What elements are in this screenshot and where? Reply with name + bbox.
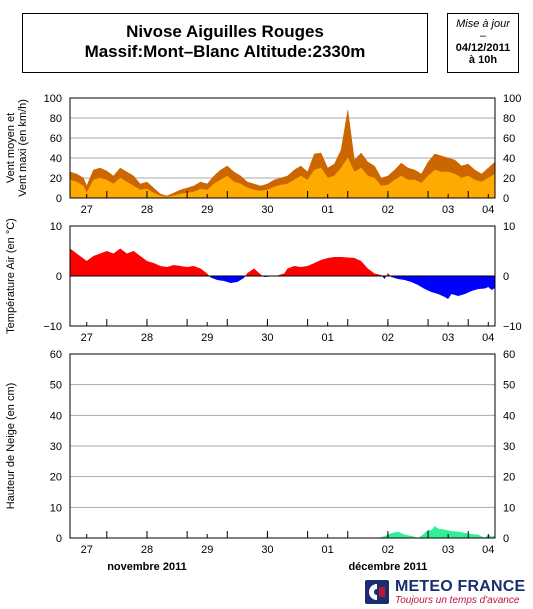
update-box: Mise à jour – 04/12/2011 à 10h [447, 13, 519, 73]
temperature-positive-area [70, 248, 495, 276]
wind-ytick-right: 0 [503, 193, 509, 205]
temperature-ylabel: Température Air (en °C) [5, 218, 17, 334]
wind-ytick-right: 40 [503, 153, 515, 165]
station-name: Nivose Aiguilles Rouges [126, 22, 324, 41]
temperature-day-label: 01 [322, 332, 334, 344]
wind-panel-frame [69, 97, 496, 199]
snow-day-label: 29 [201, 544, 213, 556]
month-label: novembre 2011 [107, 561, 187, 573]
brand-name: METEO FRANCE [395, 578, 526, 595]
temperature-day-label: 02 [382, 332, 394, 344]
wind-ytick-right: 100 [503, 93, 521, 105]
snow-ytick-left: 30 [50, 441, 62, 453]
wind-ytick-left: 60 [50, 133, 62, 145]
temperature-day-label: 03 [442, 332, 454, 344]
wind-ytick-right: 20 [503, 173, 515, 185]
wind-ytick-left: 20 [50, 173, 62, 185]
temperature-ytick-right: 0 [503, 271, 509, 283]
wind-day-label: 29 [201, 204, 213, 216]
wind-day-label: 04 [482, 204, 494, 216]
snow-ytick-right: 40 [503, 410, 515, 422]
wind-day-label: 27 [81, 204, 93, 216]
snow-depth-area [70, 525, 496, 539]
snow-ytick-right: 60 [503, 349, 515, 361]
wind-mean-area [69, 157, 496, 199]
temperature-panel-frame [69, 225, 496, 327]
snow-ytick-left: 40 [50, 410, 62, 422]
wind-ytick-right: 80 [503, 113, 515, 125]
meteo-france-emblem-icon [365, 580, 389, 604]
snow-day-label: 30 [261, 544, 273, 556]
snow-ytick-right: 10 [503, 502, 515, 514]
snow-ytick-right: 30 [503, 441, 515, 453]
temperature-day-label: 28 [141, 332, 153, 344]
month-label: décembre 2011 [348, 561, 427, 573]
snow-ytick-right: 50 [503, 380, 515, 392]
wind-ytick-left: 100 [44, 93, 62, 105]
temperature-day-label: 27 [81, 332, 93, 344]
wind-ytick-left: 0 [56, 193, 62, 205]
temperature-day-label: 29 [201, 332, 213, 344]
update-time: à 10h [468, 54, 498, 66]
snow-ytick-left: 20 [50, 472, 62, 484]
wind-day-label: 03 [442, 204, 454, 216]
snow-ytick-right: 0 [503, 533, 509, 545]
temperature-ytick-left: 0 [56, 271, 62, 283]
temperature-day-label: 04 [482, 332, 494, 344]
snow-ytick-left: 0 [56, 533, 62, 545]
meteo-france-logo: METEO FRANCE Toujours un temps d'avance [365, 578, 533, 608]
wind-ytick-left: 80 [50, 113, 62, 125]
snow-day-label: 28 [141, 544, 153, 556]
temperature-ytick-left: −10 [43, 321, 62, 333]
wind-ylabel: Vent moyen et [5, 113, 17, 183]
station-title-box: Nivose Aiguilles Rouges Massif:Mont–Blan… [22, 13, 428, 73]
wind-max-area [69, 109, 496, 199]
temperature-ytick-right: −10 [503, 321, 522, 333]
update-label: Mise à jour [456, 18, 510, 30]
snow-ytick-left: 60 [50, 349, 62, 361]
wind-ytick-right: 60 [503, 133, 515, 145]
wind-ytick-left: 40 [50, 153, 62, 165]
snow-ytick-right: 20 [503, 472, 515, 484]
temperature-ytick-right: 10 [503, 221, 515, 233]
snow-day-label: 04 [482, 544, 494, 556]
temperature-ytick-left: 10 [50, 221, 62, 233]
wind-day-label: 01 [322, 204, 334, 216]
snow-day-label: 01 [322, 544, 334, 556]
wind-ylabel: Vent maxi (en km/h) [17, 99, 29, 197]
snow-day-label: 02 [382, 544, 394, 556]
snow-ylabel: Hauteur de Neige (en cm) [5, 383, 17, 510]
temperature-day-label: 30 [261, 332, 273, 344]
update-date: 04/12/2011 [455, 42, 511, 54]
wind-day-label: 28 [141, 204, 153, 216]
wind-day-label: 30 [261, 204, 273, 216]
temperature-negative-area [70, 276, 495, 299]
snow-ytick-left: 50 [50, 380, 62, 392]
station-massif-altitude: Massif:Mont–Blanc Altitude:2330m [84, 42, 366, 61]
brand-tagline: Toujours un temps d'avance [395, 595, 520, 606]
snow-day-label: 03 [442, 544, 454, 556]
snow-panel-frame [69, 353, 496, 539]
update-dash: – [479, 30, 487, 42]
snow-day-label: 27 [81, 544, 93, 556]
snow-ytick-left: 10 [50, 502, 62, 514]
wind-day-label: 02 [382, 204, 394, 216]
